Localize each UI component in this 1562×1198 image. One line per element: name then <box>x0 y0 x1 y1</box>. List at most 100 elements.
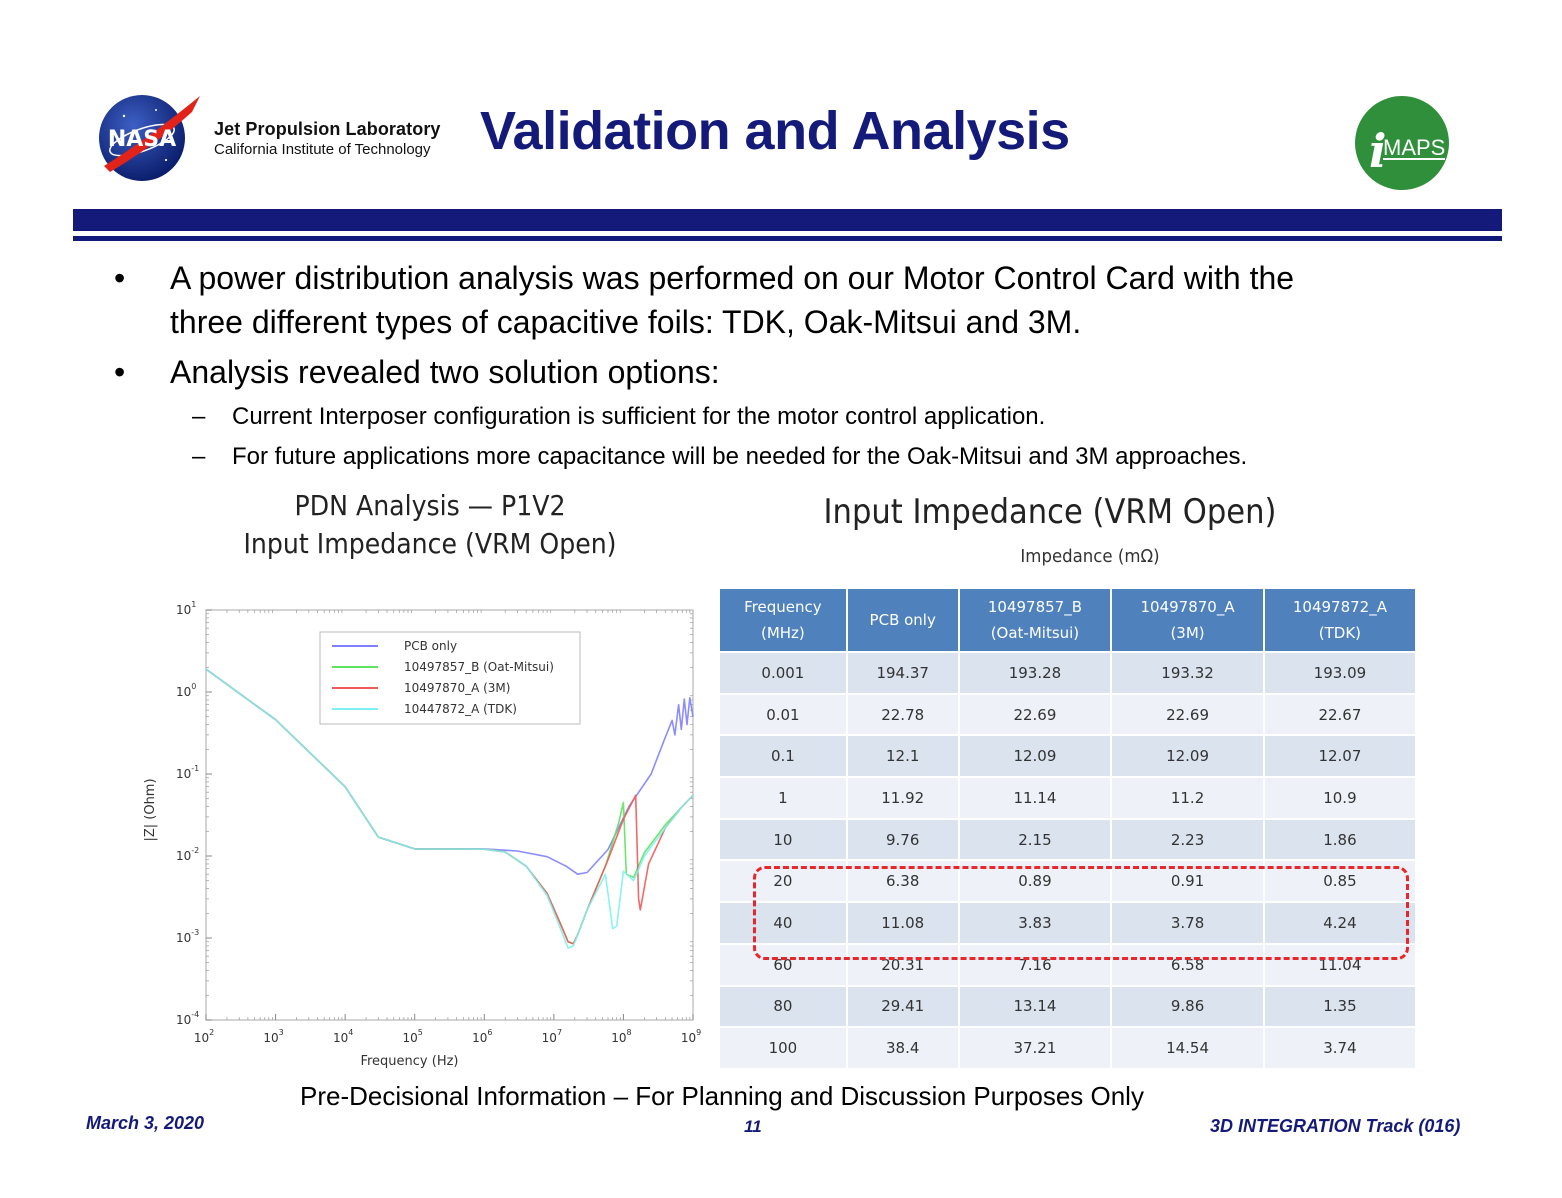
sub-bullet-item: – Current Interposer configuration is su… <box>192 402 1532 432</box>
bullet-text-line: A power distribution analysis was perfor… <box>170 260 1295 296</box>
table-subtitle: Impedance (mΩ) <box>1020 546 1160 567</box>
table-row: 10 9.76 2.15 2.23 1.86 <box>720 818 1415 862</box>
highlight-box <box>753 866 1409 960</box>
bullet-text: Analysis revealed two solution options: <box>170 354 720 390</box>
table-body: 0.001 194.37 193.28 193.32 193.09 0.01 22.78 22… <box>720 652 1415 1070</box>
dash-icon: – <box>192 403 206 430</box>
svg-text:NASA: NASA <box>108 127 176 152</box>
impedance-cell: 3.78 <box>1111 902 1265 945</box>
x-tick-label: 109 <box>681 1028 701 1045</box>
table-row: 40 11.08 3.83 3.78 4.24 <box>720 902 1415 945</box>
legend-label: PCB only <box>404 639 457 653</box>
impedance-cell: 20.31 <box>846 943 960 987</box>
x-tick-label: 104 <box>333 1028 353 1045</box>
impedance-cell: 2.15 <box>958 818 1113 862</box>
imaps-logo: i MAPS <box>1355 96 1449 190</box>
impedance-cell: 12.07 <box>1263 735 1415 779</box>
impedance-cell: 22.67 <box>1263 693 1415 737</box>
sub-bullet-text: Current Interposer configuration is suff… <box>232 403 1046 430</box>
legend-label: 10497870_A (3M) <box>404 681 510 695</box>
impedance-cell: 193.28 <box>958 652 1113 695</box>
organization-block: Jet Propulsion Laboratory California Ins… <box>214 119 441 158</box>
impedance-cell: 194.37 <box>846 652 960 695</box>
chart-title-line: Input Impedance (VRM Open) <box>243 527 617 560</box>
bullet-text-line: three different types of capacitive foil… <box>170 304 1082 340</box>
impedance-cell: 1.35 <box>1263 985 1415 1029</box>
frequency-cell: 80 <box>720 985 848 1029</box>
bullet-icon: • <box>114 260 126 296</box>
impedance-cell: 13.14 <box>958 985 1113 1029</box>
nasa-logo: NASA <box>99 95 200 181</box>
column-header-line: (MHz) <box>760 624 805 642</box>
slide-title: Validation and Analysis <box>480 101 1070 161</box>
y-tick-label: 10-3 <box>176 928 199 945</box>
impedance-cell: 10.9 <box>1263 777 1415 820</box>
table-header-row: Frequency (MHz) PCB only 10497857_B (Oat-M… <box>720 589 1415 653</box>
impedance-cell: 12.09 <box>1111 735 1265 779</box>
column-header: 10497870_A (3M) <box>1111 589 1265 653</box>
impedance-cell: 1.86 <box>1263 818 1415 862</box>
frequency-cell: 0.01 <box>720 693 848 737</box>
column-header-line: 10497872_A <box>1292 598 1387 616</box>
header-rule-thin <box>73 236 1502 241</box>
table-row: 0.01 22.78 22.69 22.69 22.67 <box>720 693 1415 737</box>
impedance-cell: 9.86 <box>1111 985 1265 1029</box>
column-header: 10497857_B (Oat-Mitsui) <box>958 589 1113 653</box>
column-header-line: Frequency <box>744 598 822 616</box>
page-number: 11 <box>744 1117 762 1136</box>
column-header: PCB only <box>846 589 960 653</box>
svg-text:MAPS: MAPS <box>1383 135 1445 160</box>
bullet-icon: • <box>114 354 126 390</box>
frequency-cell: 1 <box>720 777 848 820</box>
table-row: 100 38.4 37.21 14.54 3.74 <box>720 1027 1415 1070</box>
organization-name: Jet Propulsion Laboratory <box>214 119 441 139</box>
impedance-cell: 7.16 <box>958 943 1113 987</box>
x-tick-label: 108 <box>611 1028 631 1045</box>
y-tick-label: 10-2 <box>176 846 199 863</box>
frequency-cell: 0.1 <box>720 735 848 779</box>
frequency-cell: 0.001 <box>720 652 848 695</box>
column-header: Frequency (MHz) <box>720 589 848 653</box>
footer-date: March 3, 2020 <box>86 1113 205 1133</box>
sub-bullet-text: For future applications more capacitance… <box>232 443 1248 470</box>
legend-label: 10447872_A (TDK) <box>404 702 517 716</box>
header-rule <box>73 209 1502 231</box>
dash-icon: – <box>192 443 206 470</box>
column-header-line: (3M) <box>1170 624 1205 642</box>
impedance-cell: 29.41 <box>846 985 960 1029</box>
y-tick-label: 100 <box>176 682 196 699</box>
series-line <box>205 668 694 949</box>
x-tick-label: 106 <box>472 1028 492 1045</box>
svg-text:i: i <box>1369 124 1386 178</box>
impedance-cell: 12.09 <box>958 735 1113 779</box>
bullet-item: • Analysis revealed two solution options… <box>114 350 1470 394</box>
table-row: 0.1 12.1 12.09 12.09 12.07 <box>720 735 1415 779</box>
impedance-cell: 38.4 <box>846 1027 960 1070</box>
column-header: 10497872_A (TDK) <box>1263 589 1415 653</box>
legend-label: 10497857_B (Oat-Mitsui) <box>404 660 554 674</box>
table-title: Input Impedance (VRM Open) <box>823 492 1277 532</box>
impedance-cell: 22.78 <box>846 693 960 737</box>
impedance-cell: 11.08 <box>846 902 960 945</box>
bullet-item: • A power distribution analysis was perf… <box>114 256 1470 344</box>
column-header-line: 10497857_B <box>987 598 1082 616</box>
impedance-table: Frequency (MHz) PCB only 10497857_B (Oat-M… <box>720 589 1415 1070</box>
column-header-line: (Oat-Mitsui) <box>990 624 1080 642</box>
table-row: 60 20.31 7.16 6.58 11.04 <box>720 943 1415 987</box>
table-row: 80 29.41 13.14 9.86 1.35 <box>720 985 1415 1029</box>
y-tick-label: 10-4 <box>176 1010 199 1027</box>
impedance-cell: 11.92 <box>846 777 960 820</box>
y-axis-label: |Z| (Ohm) <box>143 778 158 841</box>
column-header-line: PCB only <box>869 611 936 629</box>
chart-title-line: PDN Analysis — P1V2 <box>294 489 566 522</box>
frequency-cell: 60 <box>720 943 848 987</box>
disclaimer: Pre-Decisional Information – For Plannin… <box>300 1081 1144 1111</box>
impedance-cell: 22.69 <box>1111 693 1265 737</box>
impedance-cell: 37.21 <box>958 1027 1113 1070</box>
column-header-line: 10497870_A <box>1140 598 1235 616</box>
impedance-cell: 12.1 <box>846 735 960 779</box>
x-tick-label: 105 <box>403 1028 423 1045</box>
frequency-cell: 100 <box>720 1027 848 1070</box>
impedance-cell: 11.14 <box>958 777 1113 820</box>
x-tick-label: 103 <box>263 1028 283 1045</box>
